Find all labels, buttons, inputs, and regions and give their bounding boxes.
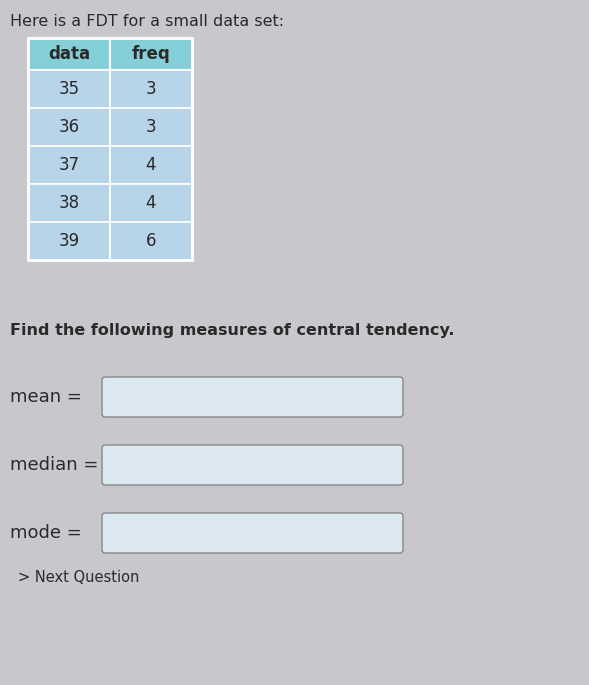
Bar [28, 108, 110, 146]
Bar [28, 38, 192, 260]
Bar [28, 38, 110, 70]
Text: freq: freq [131, 45, 170, 63]
Bar [110, 184, 192, 222]
Text: > Next Question: > Next Question [18, 570, 140, 585]
Text: 36: 36 [58, 118, 80, 136]
Text: 3: 3 [145, 80, 156, 98]
Text: 4: 4 [145, 194, 156, 212]
Text: Here is a FDT for a small data set:: Here is a FDT for a small data set: [10, 14, 284, 29]
Text: mean =: mean = [10, 388, 82, 406]
Text: 39: 39 [58, 232, 80, 250]
Text: Find the following measures of central tendency.: Find the following measures of central t… [10, 323, 455, 338]
Text: 3: 3 [145, 118, 156, 136]
Text: 35: 35 [58, 80, 80, 98]
Text: 38: 38 [58, 194, 80, 212]
Text: 37: 37 [58, 156, 80, 174]
Text: mode =: mode = [10, 524, 82, 542]
Bar [110, 108, 192, 146]
Bar [28, 146, 110, 184]
Bar [110, 146, 192, 184]
Bar [110, 222, 192, 260]
Bar [110, 38, 192, 70]
FancyBboxPatch shape [102, 377, 403, 417]
Text: 6: 6 [145, 232, 156, 250]
FancyBboxPatch shape [102, 513, 403, 553]
Bar [28, 184, 110, 222]
Bar [110, 70, 192, 108]
Text: 4: 4 [145, 156, 156, 174]
Bar [28, 70, 110, 108]
Bar [28, 222, 110, 260]
FancyBboxPatch shape [102, 445, 403, 485]
Text: median =: median = [10, 456, 98, 474]
Text: data: data [48, 45, 90, 63]
